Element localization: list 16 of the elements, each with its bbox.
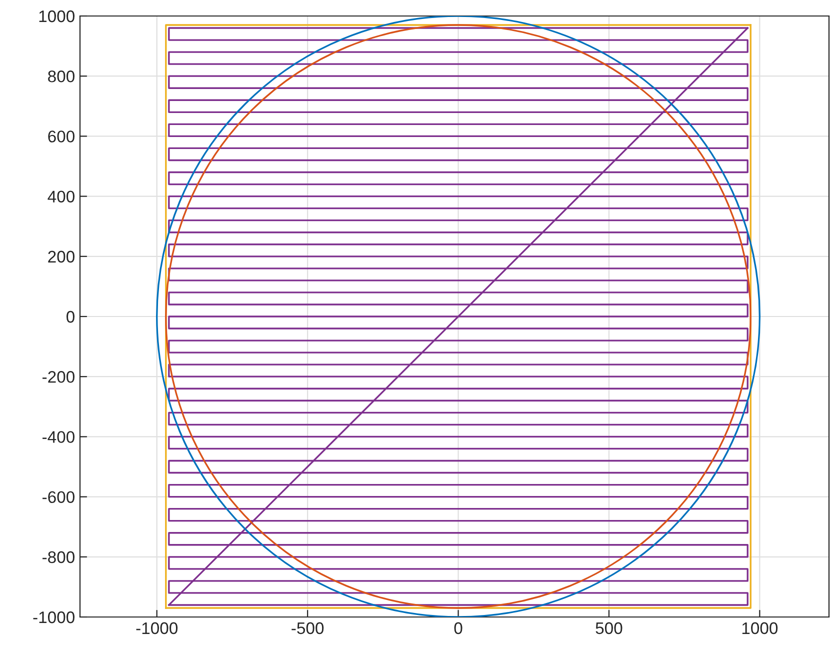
x-tick-label: 0 — [454, 622, 462, 634]
x-tick-label: 1000 — [742, 622, 778, 634]
y-tick-label: 0 — [66, 310, 74, 323]
y-tick-label: 800 — [48, 70, 74, 82]
x-tick-label: -500 — [292, 622, 324, 634]
y-tick-label: 600 — [48, 130, 74, 142]
x-tick-label: 500 — [596, 622, 622, 634]
y-tick-label: -800 — [42, 551, 74, 564]
y-tick-label: -400 — [42, 431, 74, 443]
y-tick-label: -1000 — [33, 611, 74, 624]
y-tick-label: -200 — [42, 371, 74, 383]
y-tick-label: -600 — [42, 491, 74, 504]
y-tick-label: 200 — [48, 250, 74, 263]
x-tick-label: -1000 — [136, 622, 178, 634]
y-tick-label: 400 — [48, 190, 74, 203]
y-tick-label: 1000 — [39, 10, 74, 22]
